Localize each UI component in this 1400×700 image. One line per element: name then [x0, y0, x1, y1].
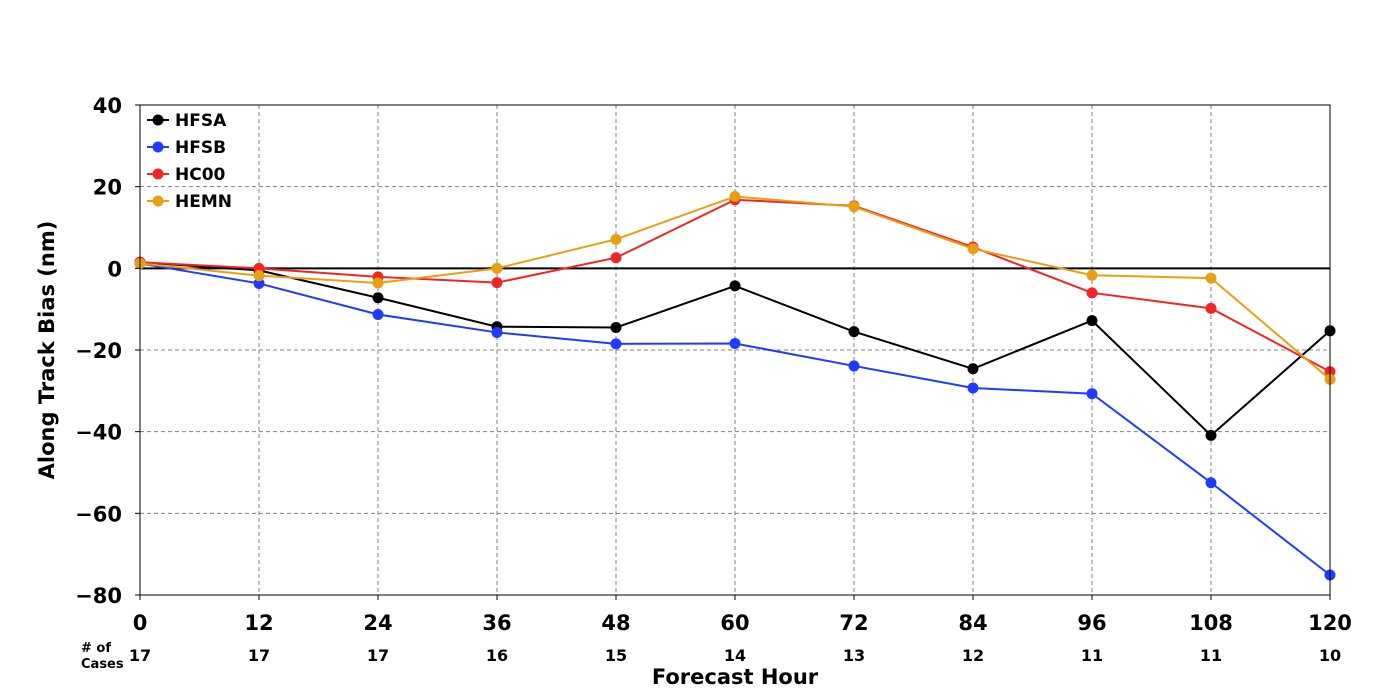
y-tick-label: −40	[75, 421, 122, 445]
series-hemn	[134, 190, 1336, 385]
legend-label: HEMN	[175, 192, 232, 212]
data-point	[1205, 429, 1217, 441]
data-point	[1086, 287, 1098, 299]
cases-count: 11	[1081, 646, 1103, 665]
legend-item-hfsb: HFSB	[147, 138, 226, 158]
x-tick-label: 24	[363, 611, 392, 635]
cases-count: 12	[962, 646, 984, 665]
series-lines	[134, 190, 1336, 581]
legend-marker	[152, 141, 164, 153]
legend-label: HC00	[175, 165, 226, 185]
x-tick-label: 96	[1077, 611, 1106, 635]
x-tick-label: 60	[720, 611, 749, 635]
data-point	[610, 233, 622, 245]
data-point	[610, 322, 622, 334]
data-point	[610, 252, 622, 264]
data-point	[372, 277, 384, 289]
cases-header-line1: # of	[81, 641, 111, 656]
x-tick-label: 0	[133, 611, 148, 635]
legend-marker	[152, 168, 164, 180]
data-point	[848, 201, 860, 213]
x-tick-label: 12	[244, 611, 273, 635]
y-tick-label: 40	[93, 94, 122, 118]
data-point	[610, 338, 622, 350]
data-point	[1086, 269, 1098, 281]
data-point	[253, 277, 265, 289]
legend-item-hemn: HEMN	[147, 192, 232, 212]
cases-header-line2: Cases	[81, 657, 124, 672]
x-tick-label: 36	[482, 611, 511, 635]
data-point	[848, 360, 860, 372]
data-point	[729, 190, 741, 202]
cases-count: 11	[1200, 646, 1222, 665]
data-point	[848, 326, 860, 338]
cases-count: 14	[724, 646, 746, 665]
data-point	[1086, 388, 1098, 400]
cases-count: 17	[367, 646, 389, 665]
legend-label: HFSB	[175, 138, 226, 158]
data-point	[1205, 272, 1217, 284]
x-axis-ticks: 0 12 24 36 48 60 72 84 96 108 120	[133, 595, 1352, 635]
data-point	[372, 292, 384, 304]
data-point	[729, 280, 741, 292]
cases-count: 16	[486, 646, 508, 665]
y-axis-title: Along Track Bias (nm)	[35, 221, 59, 480]
legend-label: HFSA	[175, 111, 227, 131]
data-point	[491, 326, 503, 338]
data-point	[967, 382, 979, 394]
cases-count: 13	[843, 646, 865, 665]
data-point	[1086, 315, 1098, 327]
x-tick-label: 120	[1308, 611, 1352, 635]
data-point	[1205, 477, 1217, 489]
y-tick-label: 20	[93, 176, 122, 200]
legend-marker	[152, 195, 164, 207]
x-tick-label: 108	[1189, 611, 1233, 635]
legend-marker	[152, 114, 164, 126]
data-point	[491, 277, 503, 289]
data-point	[967, 363, 979, 375]
legend: HFSA HFSB HC00 HEMN	[147, 111, 232, 212]
x-tick-label: 72	[839, 611, 868, 635]
data-point	[1205, 302, 1217, 314]
x-axis-title: Forecast Hour	[652, 665, 819, 689]
legend-item-hc00: HC00	[147, 165, 226, 185]
cases-row: # of Cases 17 17 17 16 15 14 13 12 11 11 10	[81, 641, 1341, 672]
cases-count: 10	[1319, 646, 1341, 665]
cases-count: 17	[129, 646, 151, 665]
cases-count: 17	[248, 646, 270, 665]
data-point	[253, 270, 265, 282]
data-point	[967, 243, 979, 255]
x-tick-label: 48	[601, 611, 630, 635]
y-tick-label: −60	[75, 502, 122, 526]
cases-count: 15	[605, 646, 627, 665]
y-tick-label: 0	[107, 257, 122, 281]
data-point	[729, 337, 741, 349]
data-point	[372, 308, 384, 320]
y-tick-label: −20	[75, 339, 122, 363]
grid-lines	[140, 105, 1330, 595]
x-tick-label: 84	[958, 611, 987, 635]
legend-item-hfsa: HFSA	[147, 111, 227, 131]
y-tick-label: −80	[75, 584, 122, 608]
data-point	[491, 262, 503, 274]
y-axis-ticks: 40 20 0 −20 −40 −60 −80	[75, 94, 140, 608]
